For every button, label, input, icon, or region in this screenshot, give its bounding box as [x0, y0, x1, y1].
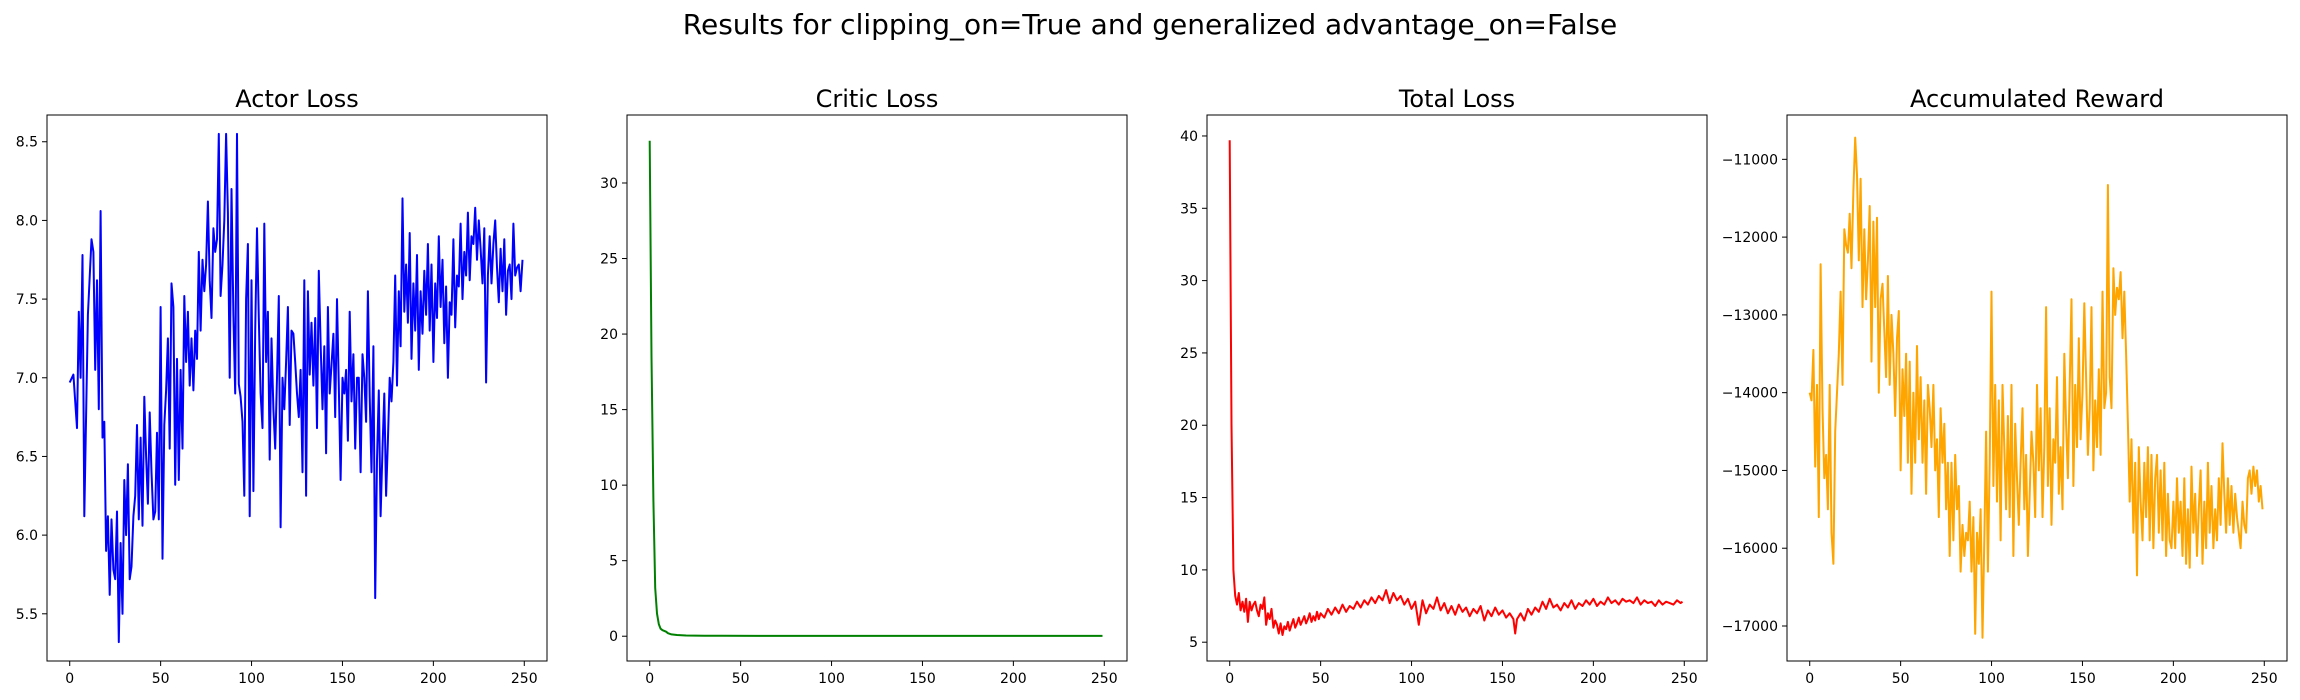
y-tick-label: 8.5 [16, 135, 38, 151]
x-tick-label: 150 [909, 671, 936, 687]
plot-frame [46, 114, 548, 662]
y-tick-label: 25 [1180, 346, 1198, 362]
y-tick-label: 20 [1180, 418, 1198, 434]
y-tick-label: −12000 [1722, 230, 1778, 246]
x-tick-label: 250 [2251, 671, 2278, 687]
x-tick-label: 200 [2160, 671, 2187, 687]
y-tick-label: −13000 [1722, 308, 1778, 324]
y-tick-label: 15 [600, 403, 618, 419]
x-tick-label: 200 [420, 671, 447, 687]
y-tick-label: 25 [600, 252, 618, 268]
plot-frame [1206, 114, 1708, 662]
series-line [648, 140, 1103, 637]
y-tick-label: 20 [600, 327, 618, 343]
y-tick-label: 40 [1180, 129, 1198, 145]
x-tick-label: 50 [1892, 671, 1910, 687]
y-tick-label: −16000 [1722, 541, 1778, 557]
series-line [1228, 140, 1684, 636]
x-tick-label: 0 [1805, 671, 1814, 687]
x-tick-label: 0 [645, 671, 654, 687]
x-tick-label: 150 [1489, 671, 1516, 687]
x-tick-label: 200 [1580, 671, 1607, 687]
y-tick-label: 6.5 [16, 449, 38, 465]
y-tick-label: 10 [600, 478, 618, 494]
chart-title: Critic Loss [816, 85, 939, 113]
x-tick-label: 100 [818, 671, 845, 687]
x-tick-label: 150 [2069, 671, 2096, 687]
series-line [68, 132, 524, 644]
y-tick-label: 7.0 [16, 371, 38, 387]
y-tick-label: −14000 [1722, 386, 1778, 402]
y-tick-label: 8.0 [16, 213, 38, 229]
y-tick-label: 10 [1180, 563, 1198, 579]
x-tick-label: 100 [238, 671, 265, 687]
x-tick-label: 100 [1398, 671, 1425, 687]
y-tick-label: 35 [1180, 201, 1198, 217]
x-tick-label: 0 [65, 671, 74, 687]
x-tick-label: 250 [511, 671, 538, 687]
y-tick-label: 15 [1180, 491, 1198, 507]
series-line [1808, 136, 2264, 639]
x-tick-label: 200 [1000, 671, 1027, 687]
x-tick-label: 250 [1671, 671, 1698, 687]
y-tick-label: −11000 [1722, 152, 1778, 168]
x-tick-label: 50 [152, 671, 170, 687]
x-tick-label: 50 [732, 671, 750, 687]
plot-frame [1786, 114, 2288, 662]
y-tick-label: −15000 [1722, 463, 1778, 479]
y-tick-label: 30 [1180, 274, 1198, 290]
plot-frame [626, 114, 1128, 662]
x-tick-label: 50 [1312, 671, 1330, 687]
y-tick-label: 6.0 [16, 528, 38, 544]
x-tick-label: 150 [329, 671, 356, 687]
chart-title: Total Loss [1398, 85, 1515, 113]
y-tick-label: 7.5 [16, 292, 38, 308]
chart-title: Actor Loss [235, 85, 358, 113]
y-tick-label: 5 [609, 554, 618, 570]
x-tick-label: 100 [1978, 671, 2005, 687]
x-tick-label: 0 [1225, 671, 1234, 687]
y-tick-label: 30 [600, 176, 618, 192]
y-tick-label: 0 [609, 629, 618, 645]
y-tick-label: −17000 [1722, 619, 1778, 635]
chart-title: Accumulated Reward [1910, 85, 2164, 113]
x-tick-label: 250 [1091, 671, 1118, 687]
y-tick-label: 5 [1189, 635, 1198, 651]
figure-title: Results for clipping_on=True and general… [682, 8, 1618, 41]
y-tick-label: 5.5 [16, 607, 38, 623]
